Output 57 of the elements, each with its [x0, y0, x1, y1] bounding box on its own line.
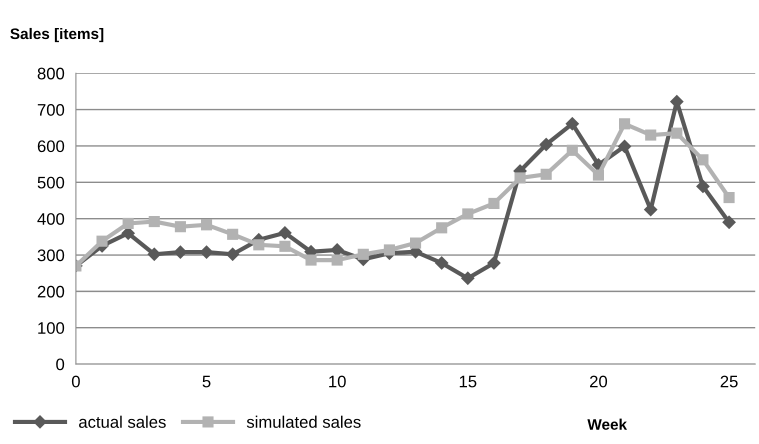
point	[384, 244, 395, 256]
point	[592, 169, 604, 181]
point	[436, 222, 448, 234]
point	[96, 236, 108, 247]
point	[618, 140, 632, 153]
point	[226, 248, 240, 261]
point	[253, 239, 264, 250]
point	[540, 138, 553, 152]
point	[122, 218, 134, 229]
point	[540, 168, 552, 180]
point	[461, 272, 474, 285]
point	[358, 248, 369, 260]
x-tick-label: 5	[202, 376, 210, 388]
x-tick-label: 20	[590, 376, 608, 388]
x-tick-label: 25	[720, 376, 738, 388]
y-tick-label: 200	[38, 286, 64, 298]
x-tick-label: 0	[72, 376, 80, 388]
y-axis-title: Sales [items]	[10, 28, 104, 42]
y-tick-label: 500	[38, 176, 64, 189]
y-tick-label: 100	[38, 322, 64, 334]
legend-label: simulated sales	[246, 416, 361, 428]
x-tick-label: 10	[329, 376, 346, 388]
point	[697, 154, 709, 166]
point	[724, 192, 735, 204]
point	[488, 198, 500, 209]
legend-label: actual sales	[79, 416, 166, 428]
point	[305, 254, 317, 266]
point	[200, 219, 212, 230]
y-tick-label: 600	[38, 140, 64, 152]
y-tick-label: 0	[56, 358, 64, 370]
y-tick-label: 800	[38, 68, 64, 80]
point	[435, 256, 448, 270]
point	[148, 216, 160, 228]
point	[566, 117, 579, 130]
point	[174, 221, 186, 232]
x-axis-title: Week	[587, 418, 628, 430]
point	[722, 216, 736, 229]
point	[619, 118, 630, 130]
point	[671, 128, 682, 139]
point	[279, 240, 290, 252]
point	[566, 144, 578, 156]
point	[148, 248, 161, 261]
point	[462, 208, 474, 220]
y-tick-label: 400	[37, 213, 64, 225]
x-tick-label: 15	[460, 376, 476, 388]
point	[696, 180, 710, 193]
point	[278, 226, 292, 240]
point	[645, 130, 656, 141]
y-tick-label: 300	[38, 249, 64, 262]
point	[227, 228, 238, 240]
point	[332, 254, 343, 266]
point	[200, 246, 214, 259]
y-tick-label: 700	[38, 104, 64, 116]
point	[487, 256, 501, 270]
point	[174, 246, 187, 259]
point	[514, 172, 526, 184]
point	[410, 237, 422, 249]
